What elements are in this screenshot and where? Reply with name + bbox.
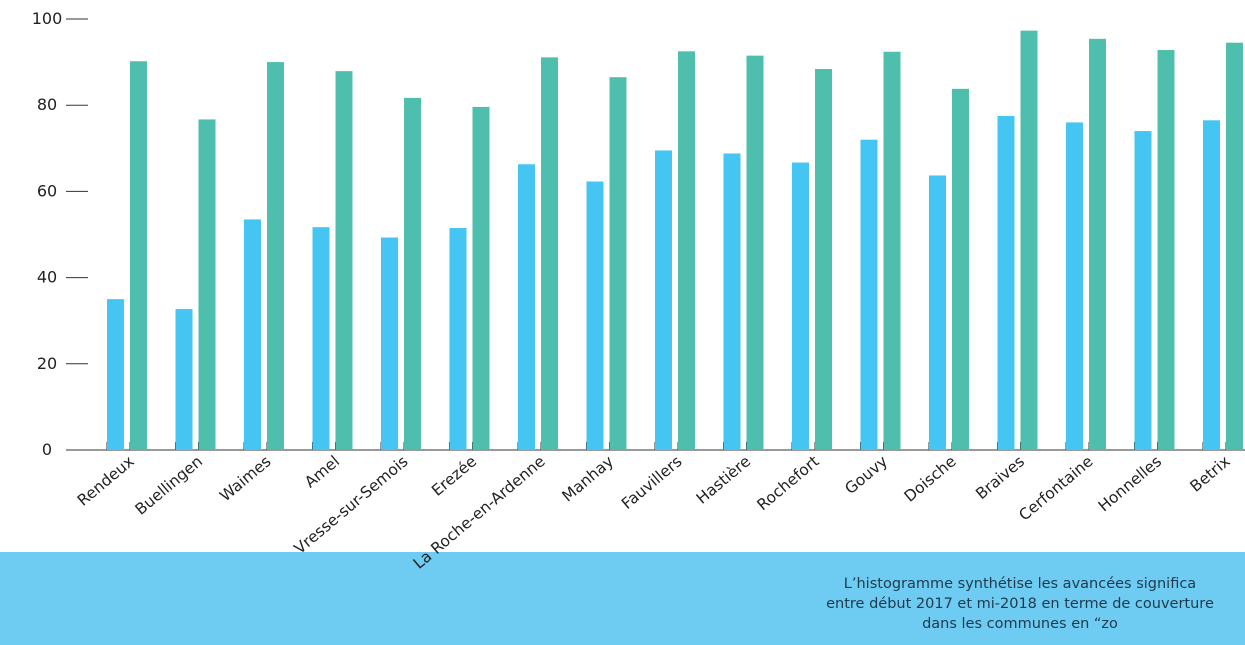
- y-tick-label: 60: [37, 181, 57, 200]
- bar-series-1: [312, 227, 330, 450]
- bar-series-1: [1066, 122, 1083, 450]
- caption-line-3: dans les communes en “zo: [922, 616, 1118, 632]
- bar-series-1: [518, 164, 535, 450]
- x-category-label: Erezée: [428, 452, 480, 500]
- x-category-label: Waimes: [216, 452, 274, 505]
- bar-series-2: [335, 71, 353, 450]
- x-category-label: Braives: [972, 452, 1028, 503]
- bar-series-2: [472, 106, 490, 450]
- bar-series-2: [746, 55, 764, 450]
- x-category-label: Rendeux: [74, 452, 138, 509]
- bar-series-2: [883, 51, 901, 450]
- x-category-label: Manhay: [559, 452, 617, 505]
- bar-series-1: [175, 309, 193, 450]
- bar-series-2: [815, 68, 832, 450]
- bar-series-2: [198, 119, 216, 450]
- y-tick-label: 0: [42, 440, 52, 459]
- y-tick-label: 100: [32, 9, 63, 28]
- bar-series-1: [244, 219, 261, 450]
- bar-series-2: [1020, 30, 1038, 451]
- bar-series-1: [792, 162, 809, 450]
- x-category-label: Amel: [301, 452, 343, 491]
- x-category-label: Fauvillers: [618, 452, 685, 513]
- x-category-label: Gouvy: [841, 452, 891, 498]
- bar-series-1: [1203, 120, 1220, 450]
- bars: [107, 30, 1243, 451]
- x-category-label: Doische: [901, 452, 960, 505]
- caption-band: [0, 552, 1245, 645]
- bar-series-1: [655, 150, 672, 450]
- x-category-label: Cerfontaine: [1015, 452, 1096, 524]
- bar-series-1: [107, 299, 124, 450]
- bar-series-1: [449, 228, 467, 450]
- bar-series-2: [404, 97, 421, 451]
- y-tick-label: 20: [37, 354, 57, 373]
- bar-series-1: [381, 237, 398, 450]
- bar-series-1: [586, 181, 604, 450]
- y-tick-label: 40: [37, 268, 57, 287]
- bar-series-2: [609, 77, 627, 450]
- x-category-label: Buellingen: [132, 452, 206, 518]
- bar-series-2: [267, 62, 284, 450]
- x-category-label: La Roche-en-Ardenne: [410, 452, 549, 572]
- x-category-label: Honnelles: [1095, 452, 1165, 515]
- caption-line-2: entre début 2017 et mi-2018 en terme de …: [826, 596, 1214, 612]
- bar-series-2: [541, 57, 558, 450]
- caption-line-1: L’histogramme synthétise les avancées si…: [843, 576, 1197, 592]
- x-category-label: Vresse-sur-Semois: [291, 452, 412, 557]
- bar-series-1: [1134, 131, 1152, 450]
- bar-series-1: [860, 139, 878, 450]
- bar-series-1: [929, 175, 946, 450]
- y-tick-label: 80: [37, 95, 57, 114]
- bar-series-2: [130, 61, 147, 450]
- bar-series-2: [1089, 38, 1106, 451]
- x-category-label: Rochefort: [754, 452, 823, 514]
- bar-series-2: [1226, 42, 1243, 450]
- bar-series-1: [723, 153, 741, 451]
- y-axis: 0 20 40 60 80 100: [32, 9, 88, 459]
- bar-series-2: [678, 51, 695, 450]
- bar-series-1: [997, 115, 1015, 450]
- x-category-label: Hastière: [693, 452, 754, 507]
- caption-text: L’histogramme synthétise les avancées si…: [720, 574, 1245, 634]
- x-category-label: Betrix: [1187, 452, 1234, 495]
- bar-series-2: [952, 88, 969, 451]
- bar-series-2: [1157, 50, 1175, 450]
